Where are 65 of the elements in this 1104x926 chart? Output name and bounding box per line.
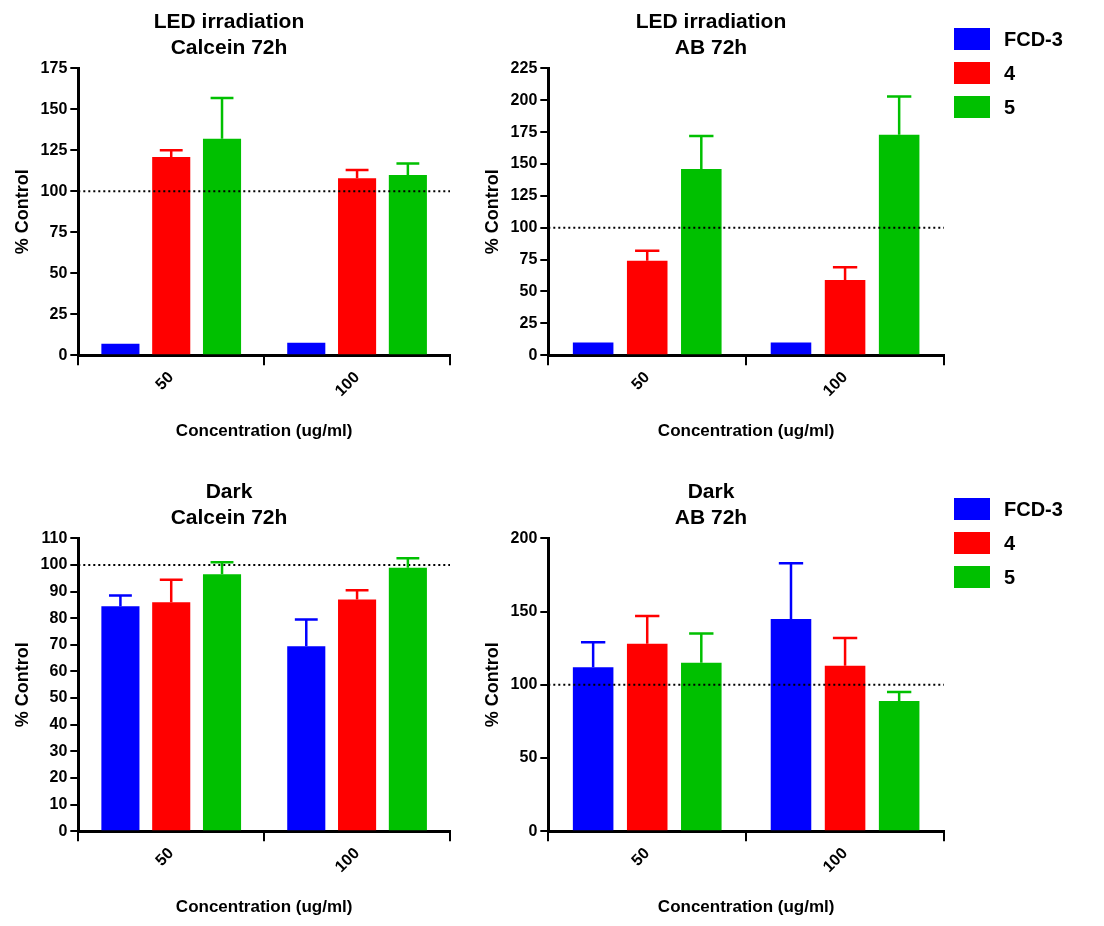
y-axis-title: % Control	[481, 642, 502, 728]
y-tick-label: 25	[519, 313, 538, 331]
y-tick-label: 100	[510, 675, 538, 693]
y-tick-label: 225	[510, 58, 538, 76]
legend-label: 4	[1004, 61, 1016, 85]
x-axis-title: Concentration (ug/ml)	[175, 897, 353, 917]
x-tick-label: 50	[151, 844, 177, 869]
x-axis-title: Concentration (ug/ml)	[657, 421, 835, 441]
y-tick-label: 125	[40, 140, 68, 158]
y-tick-label: 20	[49, 768, 68, 786]
chart-title: Dark Calcein 72h	[170, 479, 288, 528]
y-tick-label: 90	[49, 582, 68, 600]
y-tick-label: 60	[49, 661, 68, 679]
y-tick-label: 80	[49, 608, 68, 626]
bar	[572, 342, 614, 355]
x-tick-label: 100	[331, 368, 363, 400]
y-tick-label: 50	[49, 263, 68, 281]
chart-title: Dark AB 72h	[674, 479, 748, 528]
y-tick-label: 100	[40, 181, 68, 199]
legend-label: FCD-3	[1004, 497, 1063, 521]
y-tick-label: 75	[519, 249, 538, 267]
y-tick-label: 0	[58, 821, 68, 839]
y-tick-label: 0	[528, 821, 538, 839]
x-axis-title: Concentration (ug/ml)	[657, 897, 835, 917]
y-tick-label: 110	[41, 528, 68, 546]
y-tick-label: 50	[49, 688, 68, 706]
bar	[287, 342, 326, 355]
y-tick-label: 70	[49, 635, 68, 653]
x-tick-label: 100	[819, 368, 851, 400]
y-tick-label: 75	[49, 222, 68, 240]
y-tick-label: 10	[49, 794, 68, 812]
y-tick-label: 200	[510, 528, 538, 546]
y-tick-label: 25	[49, 304, 68, 322]
y-tick-label: 100	[510, 218, 538, 236]
x-tick-label: 100	[331, 844, 363, 876]
x-tick-label: 50	[627, 844, 653, 869]
y-tick-label: 125	[510, 186, 538, 204]
legend-label: FCD-3	[1004, 27, 1063, 51]
y-tick-label: 40	[49, 715, 68, 733]
y-axis-title: % Control	[481, 169, 502, 255]
chart-title: LED irradiation AB 72h	[635, 9, 787, 58]
y-axis-title: % Control	[11, 642, 32, 728]
y-tick-label: 0	[528, 345, 538, 363]
y-tick-label: 50	[519, 281, 538, 299]
x-tick-label: 50	[151, 368, 177, 393]
y-tick-label: 50	[519, 748, 538, 766]
x-tick-label: 50	[627, 368, 653, 393]
y-tick-label: 200	[510, 90, 538, 108]
y-tick-label: 0	[58, 345, 68, 363]
bar	[101, 343, 140, 355]
y-tick-label: 175	[510, 122, 538, 140]
y-tick-label: 100	[40, 555, 68, 573]
legend-label: 5	[1004, 95, 1016, 119]
y-tick-label: 30	[49, 741, 68, 759]
y-axis-title: % Control	[11, 169, 32, 255]
bar	[770, 342, 812, 355]
legend-label: 5	[1004, 565, 1016, 589]
legend-label: 4	[1004, 531, 1016, 555]
y-tick-label: 150	[510, 154, 538, 172]
y-tick-label: 175	[40, 58, 68, 76]
y-tick-label: 150	[510, 601, 538, 619]
chart-title: LED irradiation Calcein 72h	[153, 9, 305, 58]
y-tick-label: 150	[40, 99, 68, 117]
x-axis-title: Concentration (ug/ml)	[175, 421, 353, 441]
x-tick-label: 100	[819, 844, 851, 876]
